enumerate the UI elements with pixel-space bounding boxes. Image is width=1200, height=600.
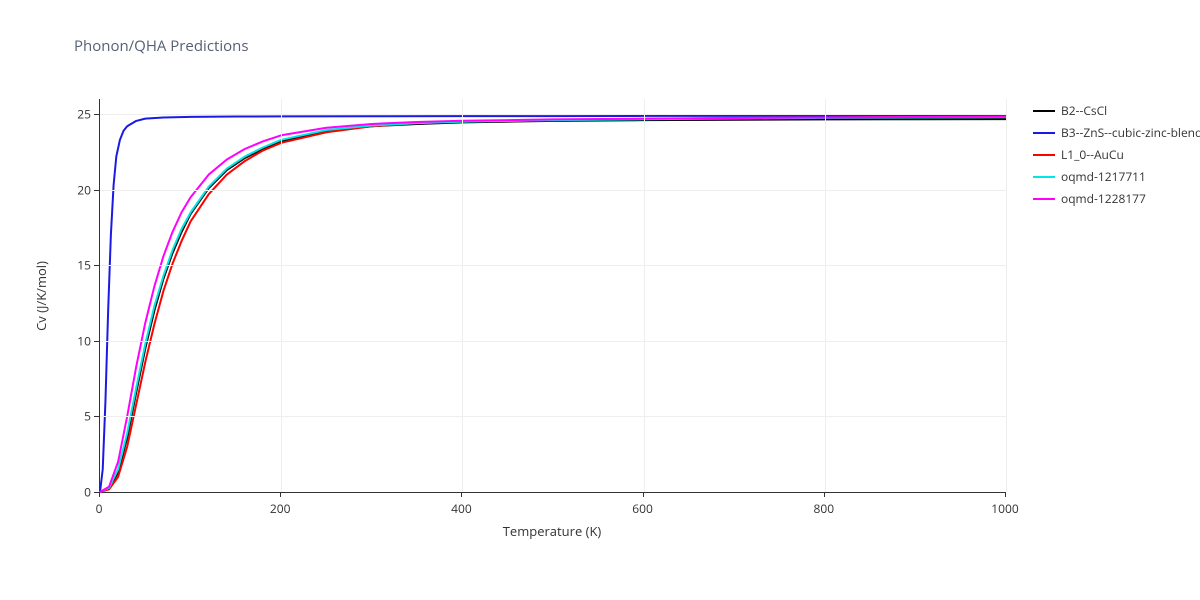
grid-line-horizontal [100, 341, 1006, 342]
chart-title: Phonon/QHA Predictions [74, 36, 249, 56]
grid-line-horizontal [100, 190, 1006, 191]
y-tick-label: 10 [71, 332, 91, 349]
y-tick-mark [94, 265, 99, 266]
chart-container: Phonon/QHA Predictions Temperature (K) C… [0, 0, 1200, 600]
y-tick-label: 0 [71, 484, 91, 501]
legend[interactable]: B2--CsCl B3--ZnS--cubic-zinc-blende L1_0--… [1033, 102, 1200, 212]
legend-swatch [1033, 110, 1055, 112]
y-axis-label: Cv (J/K/mol) [32, 261, 50, 331]
legend-swatch [1033, 132, 1055, 134]
legend-item[interactable]: oqmd-1217711 [1033, 168, 1200, 185]
legend-item[interactable]: B2--CsCl [1033, 102, 1200, 119]
x-tick-mark [99, 492, 100, 497]
series-line[interactable] [100, 117, 1006, 492]
legend-swatch [1033, 154, 1055, 156]
grid-line-vertical [1006, 99, 1007, 492]
y-tick-mark [94, 190, 99, 191]
legend-item[interactable]: B3--ZnS--cubic-zinc-blende [1033, 124, 1200, 141]
series-line[interactable] [100, 116, 1006, 492]
x-tick-label: 200 [270, 500, 291, 517]
legend-label: oqmd-1228177 [1061, 190, 1146, 207]
legend-label: L1_0--AuCu [1061, 146, 1124, 163]
x-tick-label: 400 [451, 500, 472, 517]
y-tick-label: 25 [71, 106, 91, 123]
legend-swatch [1033, 198, 1055, 200]
x-tick-mark [461, 492, 462, 497]
x-tick-mark [280, 492, 281, 497]
grid-line-vertical [825, 99, 826, 492]
x-tick-label: 1000 [991, 500, 1018, 517]
grid-line-vertical [644, 99, 645, 492]
x-tick-mark [824, 492, 825, 497]
legend-item[interactable]: L1_0--AuCu [1033, 146, 1200, 163]
chart-lines-svg [100, 99, 1006, 492]
grid-line-horizontal [100, 114, 1006, 115]
y-tick-mark [94, 114, 99, 115]
grid-line-horizontal [100, 265, 1006, 266]
grid-line-horizontal [100, 416, 1006, 417]
grid-line-vertical [462, 99, 463, 492]
legend-swatch [1033, 176, 1055, 178]
x-tick-mark [643, 492, 644, 497]
grid-line-vertical [281, 99, 282, 492]
x-tick-label: 800 [814, 500, 835, 517]
legend-label: oqmd-1217711 [1061, 168, 1146, 185]
series-line[interactable] [100, 117, 1006, 492]
legend-label: B3--ZnS--cubic-zinc-blende [1061, 124, 1200, 141]
legend-label: B2--CsCl [1061, 102, 1107, 119]
x-tick-label: 600 [632, 500, 653, 517]
y-tick-label: 15 [71, 257, 91, 274]
series-line[interactable] [100, 119, 1006, 492]
x-tick-label: 0 [96, 500, 103, 517]
y-tick-label: 5 [71, 408, 91, 425]
legend-item[interactable]: oqmd-1228177 [1033, 190, 1200, 207]
x-axis-label: Temperature (K) [503, 522, 602, 540]
plot-area[interactable] [99, 99, 1006, 493]
y-tick-mark [94, 341, 99, 342]
y-tick-mark [94, 416, 99, 417]
x-tick-mark [1005, 492, 1006, 497]
y-tick-mark [94, 492, 99, 493]
y-tick-label: 20 [71, 181, 91, 198]
series-line[interactable] [100, 117, 1006, 492]
